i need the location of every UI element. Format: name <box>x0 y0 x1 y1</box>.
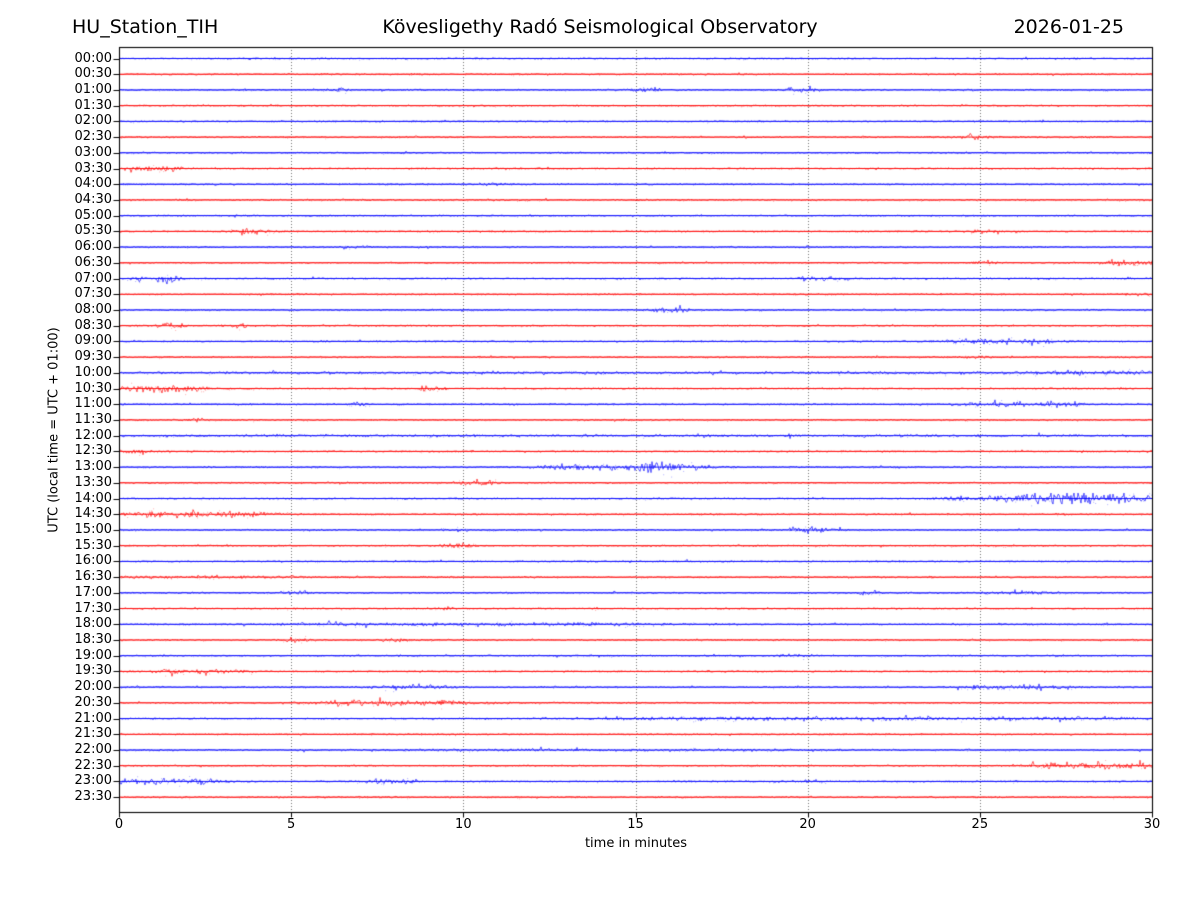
observatory-title: Kövesligethy Radó Seismological Observat… <box>382 16 818 38</box>
y-tick-label: 11:00 <box>74 396 112 412</box>
y-tick-label: 06:30 <box>74 254 112 270</box>
y-tick-label: 16:30 <box>74 569 112 585</box>
y-tick-label: 10:00 <box>74 364 112 380</box>
y-tick-label: 00:00 <box>74 50 112 66</box>
y-tick-label: 16:00 <box>74 553 112 569</box>
y-tick-label: 19:30 <box>74 663 112 679</box>
y-tick-label: 15:30 <box>74 537 112 553</box>
y-tick-label: 05:30 <box>74 223 112 239</box>
y-tick-label: 22:30 <box>74 757 112 773</box>
y-tick-label: 01:30 <box>74 97 112 113</box>
y-tick-label: 13:30 <box>74 474 112 490</box>
y-tick-label: 07:30 <box>74 286 112 302</box>
y-tick-label: 09:30 <box>74 349 112 365</box>
y-tick-label: 10:30 <box>74 380 112 396</box>
y-tick-label: 17:30 <box>74 600 112 616</box>
x-axis-label: time in minutes <box>584 836 688 851</box>
y-tick-label: 12:30 <box>74 443 112 459</box>
y-tick-label: 19:00 <box>74 647 112 663</box>
y-tick-label: 00:30 <box>74 66 112 82</box>
y-tick-label: 01:00 <box>74 81 112 97</box>
x-tick-label: 15 <box>627 817 644 832</box>
y-tick-label: 06:00 <box>74 239 112 255</box>
y-tick-label: 22:00 <box>74 742 112 757</box>
x-tick-label: 25 <box>971 817 989 832</box>
y-tick-label: 08:30 <box>74 317 112 333</box>
y-tick-label: 03:00 <box>74 144 112 160</box>
y-tick-label: 20:00 <box>74 679 112 695</box>
station-title: HU_Station_TIH <box>72 16 219 38</box>
y-tick-label: 14:00 <box>74 490 112 506</box>
y-tick-label: 20:30 <box>74 694 112 710</box>
y-tick-label: 04:30 <box>74 191 112 207</box>
y-tick-label: 17:00 <box>74 584 112 600</box>
y-tick-label: 23:30 <box>74 789 112 805</box>
y-tick-label: 12:00 <box>74 427 112 443</box>
y-tick-label: 02:00 <box>74 113 112 129</box>
x-tick-label: 0 <box>114 817 124 832</box>
y-tick-label: 15:00 <box>74 521 112 537</box>
y-tick-label: 21:00 <box>74 710 112 726</box>
date-title: 2026-01-25 <box>1013 16 1124 38</box>
y-tick-label: 07:00 <box>74 270 112 286</box>
y-tick-label: 05:00 <box>74 207 112 223</box>
x-tick-label: 10 <box>455 817 472 832</box>
y-tick-label: 08:00 <box>74 301 112 317</box>
y-tick-label: 21:30 <box>74 726 112 742</box>
y-tick-label: 14:30 <box>74 506 112 522</box>
y-tick-label: 18:00 <box>74 616 112 632</box>
x-tick-label: 20 <box>799 817 816 832</box>
y-tick-label: 03:30 <box>74 160 112 176</box>
x-tick-label: 5 <box>287 817 296 832</box>
x-tick-label: 30 <box>1143 817 1161 832</box>
y-tick-label: 13:00 <box>74 459 112 475</box>
y-tick-label: 02:30 <box>74 129 112 145</box>
y-tick-label: 18:30 <box>74 631 112 647</box>
y-tick-label: 23:00 <box>74 773 112 789</box>
y-tick-label: 09:00 <box>74 333 112 349</box>
y-tick-label: 04:00 <box>74 176 112 192</box>
y-tick-label: 11:30 <box>74 411 112 427</box>
